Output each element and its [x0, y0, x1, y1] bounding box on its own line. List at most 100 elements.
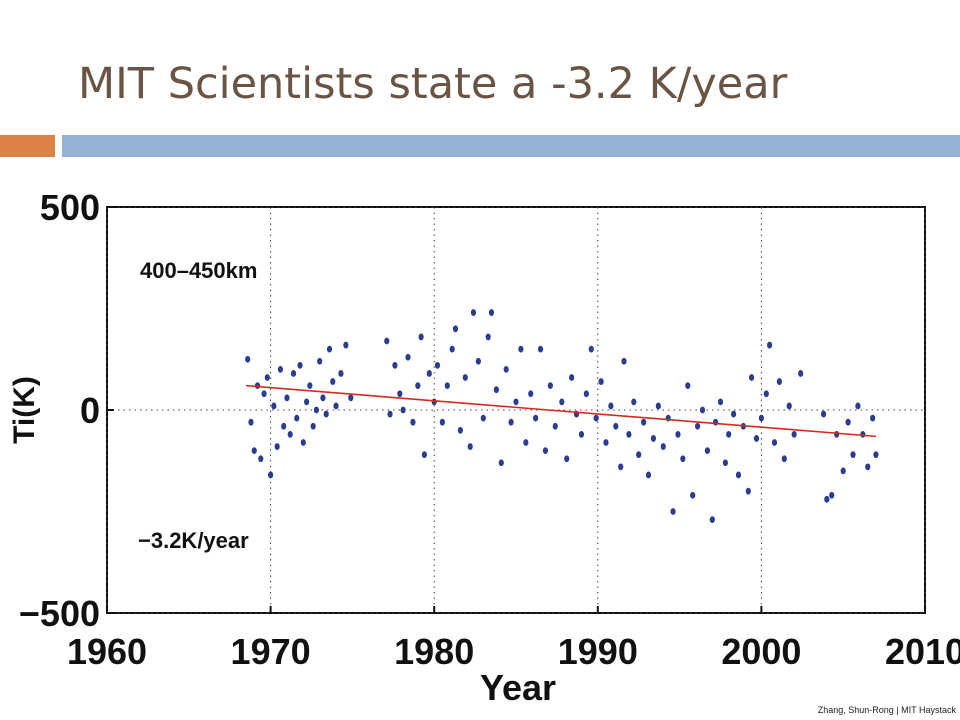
data-point	[439, 418, 445, 426]
data-point	[583, 390, 589, 398]
data-point	[834, 430, 840, 438]
data-point	[829, 491, 835, 499]
data-point	[452, 325, 459, 333]
data-point	[820, 410, 827, 418]
data-point	[781, 455, 787, 463]
data-point	[537, 345, 544, 353]
data-point	[348, 394, 354, 402]
data-point	[343, 341, 349, 349]
data-point	[753, 435, 760, 442]
data-point	[426, 370, 432, 377]
data-point	[845, 418, 851, 426]
data-point	[268, 471, 274, 479]
data-point	[330, 378, 336, 385]
data-point	[748, 374, 755, 381]
x-tick-label: 1990	[558, 631, 638, 672]
data-point	[508, 418, 514, 426]
data-point	[284, 394, 290, 402]
data-point	[405, 353, 411, 361]
data-point	[675, 430, 681, 438]
x-tick-label: 2000	[721, 631, 801, 672]
data-point	[251, 447, 257, 454]
header-bar	[62, 135, 960, 157]
data-point	[470, 309, 477, 316]
data-point	[717, 398, 724, 406]
data-point	[384, 337, 390, 345]
data-point	[680, 455, 686, 463]
data-point	[730, 410, 737, 418]
data-point	[645, 471, 652, 479]
data-point	[786, 402, 792, 410]
data-point	[493, 386, 499, 394]
data-point	[564, 455, 570, 463]
x-tick-label: 1960	[67, 631, 147, 672]
data-point	[670, 508, 676, 515]
data-point	[310, 422, 316, 430]
data-point	[287, 430, 293, 438]
data-point	[264, 374, 270, 381]
data-point	[547, 382, 553, 390]
data-point	[421, 451, 427, 459]
data-point	[523, 439, 529, 446]
data-point	[776, 378, 782, 385]
data-point	[685, 382, 691, 390]
data-point	[704, 447, 711, 454]
y-tick-label: 500	[40, 187, 100, 228]
data-point	[860, 430, 866, 438]
data-point	[824, 495, 830, 503]
data-point	[870, 414, 876, 422]
data-point	[798, 370, 804, 377]
data-point	[709, 516, 715, 524]
data-point	[542, 447, 549, 454]
annotation: −3.2K/year	[138, 528, 249, 553]
data-point	[588, 345, 594, 353]
data-point	[518, 345, 524, 353]
data-point	[791, 430, 797, 438]
y-tick-label: 0	[80, 390, 100, 431]
data-point	[865, 463, 871, 471]
data-point	[690, 491, 696, 499]
data-point	[290, 370, 297, 377]
data-point	[660, 443, 666, 450]
data-point	[528, 390, 534, 398]
data-point	[641, 418, 647, 426]
data-point	[277, 366, 284, 373]
data-point	[636, 451, 642, 459]
data-point	[578, 430, 585, 438]
data-point	[712, 418, 719, 426]
data-point	[392, 361, 398, 369]
data-point	[313, 406, 320, 414]
data-point	[735, 471, 742, 479]
data-point	[333, 402, 339, 410]
data-point	[320, 394, 326, 402]
data-point	[467, 443, 473, 450]
data-point	[758, 414, 765, 422]
data-point	[533, 414, 539, 422]
data-point	[326, 345, 333, 353]
annotation: 400–450km	[140, 258, 257, 283]
data-point	[449, 345, 455, 353]
data-point	[475, 357, 481, 365]
credit: Zhang, Shun-Rong | MIT Haystack	[818, 705, 957, 715]
trend-line	[245, 384, 876, 438]
data-point	[618, 463, 624, 471]
data-point	[552, 422, 558, 430]
data-point	[274, 443, 280, 450]
data-point	[300, 439, 306, 446]
data-point	[850, 451, 856, 459]
data-point	[480, 414, 486, 422]
data-point	[400, 406, 406, 414]
data-point	[694, 422, 701, 430]
data-point	[317, 357, 323, 365]
data-point	[410, 418, 416, 426]
data-point	[307, 382, 313, 390]
data-point	[745, 487, 751, 495]
data-point	[323, 410, 329, 418]
x-tick-label: 1980	[394, 631, 474, 672]
data-point	[261, 390, 267, 398]
x-tick-label: 1970	[231, 631, 311, 672]
data-point	[281, 422, 287, 430]
data-point	[387, 410, 393, 418]
